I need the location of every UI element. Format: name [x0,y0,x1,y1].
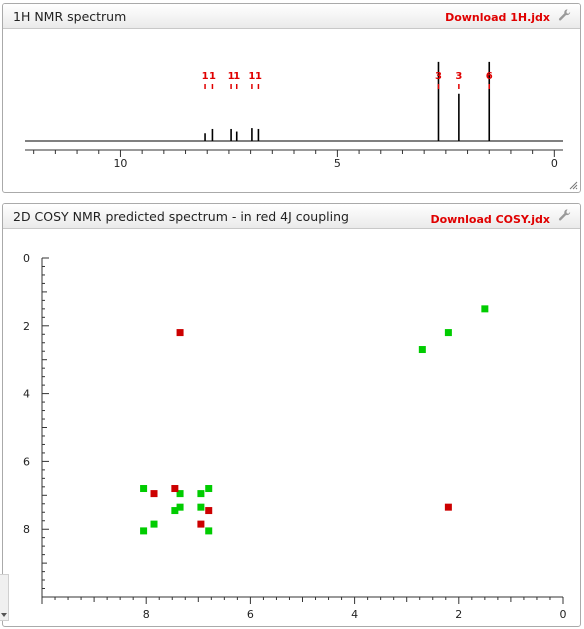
cosy-chart: 0 2 4 6 8 8 6 4 2 0 [23,252,567,621]
x-tick-label: 6 [247,608,254,621]
wrench-icon[interactable] [558,208,572,222]
cosy-3j-point [197,490,205,498]
cosy-4j-point [176,329,184,337]
integral-label: 1 [202,71,209,82]
x-tick-label: 0 [551,157,558,170]
integral-label: 1 [233,71,240,82]
cosy-3j-point [205,485,213,493]
cosy-3j-point [171,507,179,515]
download-cosy-link[interactable]: Download COSY.jdx [430,213,550,226]
x-tick-label: 8 [143,608,150,621]
cosy-4j-point [150,490,158,498]
resize-grip-icon[interactable] [569,181,578,190]
x-tick-label: 10 [113,157,127,170]
cosy-4j-point [197,520,205,528]
integral-label: 1 [255,71,262,82]
y-tick-label: 0 [23,252,30,265]
scrollbar[interactable] [0,574,9,621]
cosy-3j-point [205,527,213,535]
cosy-3j-point [176,490,184,498]
cosy-3j-point [150,520,158,528]
download-1h-link[interactable]: Download 1H.jdx [445,11,550,24]
y-tick-label: 8 [23,523,30,536]
y-tick-label: 2 [23,320,30,333]
nmr-1h-chart: 10 5 01 1 11 1 1 3 3 6 [25,61,563,170]
integral-label: 3 [455,71,462,82]
cosy-3j-point [481,305,489,313]
integral-label: 6 [486,71,493,82]
cosy-3j-point [176,503,184,511]
cosy-3j-point [140,527,148,535]
y-tick-label: 4 [23,388,30,401]
x-tick-label: 2 [455,608,462,621]
wrench-icon[interactable] [558,8,572,22]
cosy-4j-point [444,503,452,511]
cosy-3j-point [140,485,148,493]
nmr-1h-header: 1H NMR spectrum Download 1H.jdx [3,4,580,29]
x-tick-label: 0 [560,608,567,621]
integral-label: 1 [228,71,235,82]
cosy-title: 2D COSY NMR predicted spectrum - in red … [13,209,349,224]
y-tick-label: 6 [23,455,30,468]
cosy-3j-point [197,503,205,511]
nmr-1h-title: 1H NMR spectrum [13,9,127,24]
nmr-1h-panel: 1H NMR spectrum Download 1H.jdx 10 5 0 1 1 1 1… [2,3,581,193]
integral-label: 1 [209,71,216,82]
integral-label: 3 [435,71,442,82]
cosy-panel: 2D COSY NMR predicted spectrum - in red … [2,203,581,627]
cosy-4j-point [205,507,213,515]
cosy-4j-point [171,485,179,493]
integral-label: 1 [248,71,255,82]
cosy-3j-point [444,329,452,337]
scroll-down-icon[interactable] [1,613,7,617]
cosy-3j-point [418,346,426,354]
cosy-header: 2D COSY NMR predicted spectrum - in red … [3,204,580,229]
x-tick-label: 4 [351,608,358,621]
x-tick-label: 5 [334,157,341,170]
